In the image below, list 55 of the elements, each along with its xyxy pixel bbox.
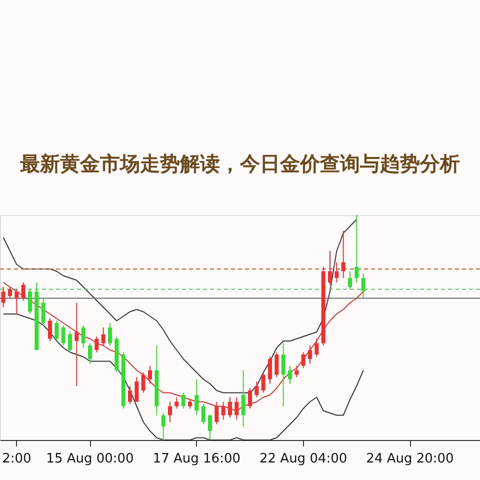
x-tick-label: 22 Aug 04:00 [260, 452, 348, 466]
candlestick [334, 262, 339, 283]
candlestick [308, 345, 312, 364]
candlestick [48, 318, 52, 342]
candlestick [261, 372, 266, 394]
candlestick [174, 396, 179, 409]
candlestick [128, 386, 132, 404]
candlestick [8, 286, 12, 299]
candlestick [21, 282, 26, 301]
candlestick [228, 396, 232, 418]
candlestick [41, 298, 46, 326]
candlestick [61, 324, 66, 346]
candlestick [148, 365, 152, 384]
candlestick [354, 214, 359, 283]
candlestick [28, 288, 32, 314]
candlestick [301, 352, 306, 368]
chart-title: 最新黄金市场走势解读，今日金价查询与趋势分析 [19, 152, 460, 176]
candlestick [94, 336, 99, 353]
candlestick [54, 320, 59, 342]
candlestick [81, 324, 86, 348]
candlestick [268, 356, 272, 384]
candlestick [141, 372, 146, 394]
candlestick [254, 381, 259, 398]
candlestick [194, 378, 199, 416]
candlestick [168, 401, 172, 422]
candlestick [288, 365, 292, 384]
candlestick [294, 365, 299, 378]
x-tick-label: 24 Aug 20:00 [366, 452, 454, 466]
candlestick [221, 401, 226, 420]
candlestick [74, 302, 79, 386]
candlestick [274, 352, 279, 378]
candlestick [68, 332, 72, 353]
candlestick [314, 338, 319, 358]
candlestick [181, 392, 186, 409]
candlestick [88, 342, 92, 364]
x-tick-label: 15 Aug 00:00 [46, 452, 134, 466]
x-tick-label: 17 Aug 16:00 [152, 452, 240, 466]
candlestick [108, 322, 112, 346]
candlestick [348, 270, 352, 290]
candlestick [248, 388, 252, 409]
candlestick [14, 288, 19, 314]
candlestick [361, 273, 366, 299]
candlestick [341, 230, 346, 278]
candlestick [134, 376, 139, 402]
candlestick [1, 286, 6, 308]
candlestick [201, 404, 206, 425]
candlestick [214, 401, 219, 425]
candlestick [161, 412, 166, 440]
candlestick [234, 396, 239, 420]
candlestick [241, 370, 246, 427]
candlestick [101, 327, 106, 346]
x-tick-label: 2:00 [2, 452, 32, 466]
candlestick [281, 342, 286, 407]
candlestick [328, 250, 332, 286]
candlestick [208, 414, 212, 440]
